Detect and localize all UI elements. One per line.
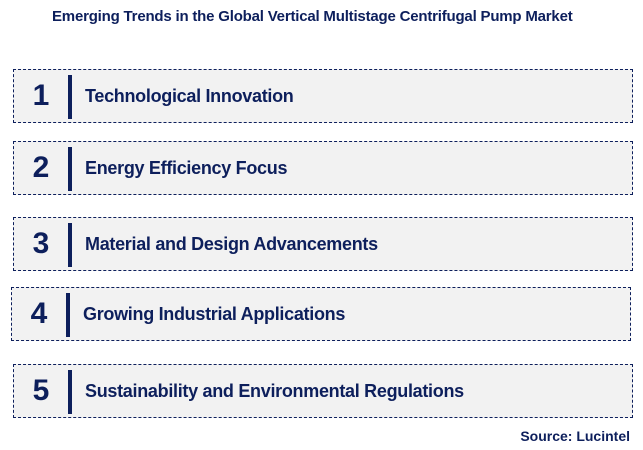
trend-label: Growing Industrial Applications xyxy=(83,303,346,324)
divider-bar xyxy=(66,293,70,337)
trend-number: 4 xyxy=(30,297,48,330)
trend-item-3: 3 Material and Design Advancements xyxy=(13,217,633,271)
divider-bar xyxy=(68,75,72,119)
trend-label: Sustainability and Environmental Regulat… xyxy=(85,380,464,401)
page-title: Emerging Trends in the Global Vertical M… xyxy=(52,8,573,25)
source-credit: Source: Lucintel xyxy=(520,428,630,444)
trend-number: 3 xyxy=(32,227,50,260)
trend-item-2: 2 Energy Efficiency Focus xyxy=(13,141,633,195)
divider-bar xyxy=(68,223,72,267)
trend-number: 1 xyxy=(32,79,50,112)
divider-bar xyxy=(68,370,72,414)
trend-label: Technological Innovation xyxy=(85,85,294,106)
trend-label: Energy Efficiency Focus xyxy=(85,157,288,178)
trend-number: 5 xyxy=(32,374,50,407)
trend-item-5: 5 Sustainability and Environmental Regul… xyxy=(13,364,633,418)
trend-item-4: 4 Growing Industrial Applications xyxy=(11,287,631,341)
divider-bar xyxy=(68,147,72,191)
trend-number: 2 xyxy=(32,151,50,184)
trend-label: Material and Design Advancements xyxy=(85,233,378,254)
trend-item-1: 1 Technological Innovation xyxy=(13,69,633,123)
